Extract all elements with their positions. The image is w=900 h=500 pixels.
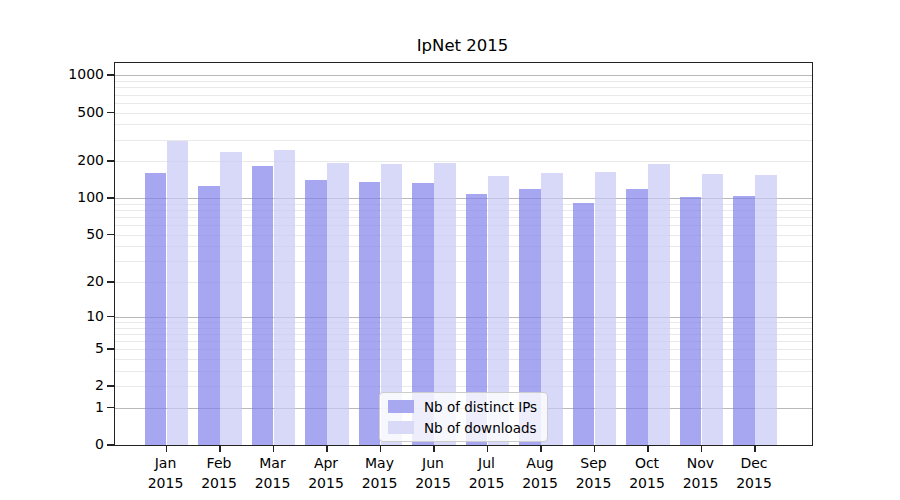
bar-downloads	[167, 141, 189, 445]
bar-distinct-ips	[198, 186, 220, 445]
x-tick-mark	[487, 445, 489, 452]
bar-distinct-ips	[252, 166, 274, 445]
bar-distinct-ips	[573, 203, 595, 446]
y-tick-mark	[107, 281, 114, 283]
plot-area: Nb of distinct IPs Nb of downloads	[114, 62, 813, 446]
x-tick-mark	[540, 445, 542, 452]
gridline-minor	[115, 95, 812, 96]
y-tick-mark	[107, 160, 114, 162]
x-tick-mark	[433, 445, 435, 452]
legend-row-downloads: Nb of downloads	[380, 420, 547, 436]
y-tick-label: 2	[4, 376, 104, 394]
gridline-minor	[115, 87, 812, 88]
legend-label-distinct-ips: Nb of distinct IPs	[424, 399, 537, 415]
y-tick-label: 1	[4, 398, 104, 416]
bar-downloads	[648, 164, 670, 445]
x-tick-mark	[219, 445, 221, 452]
gridline-minor	[115, 124, 812, 125]
bar-distinct-ips	[145, 173, 167, 445]
bar-downloads	[327, 163, 349, 445]
bar-distinct-ips	[359, 182, 381, 445]
gridline-minor	[115, 103, 812, 104]
y-tick-label: 5	[4, 339, 104, 357]
y-tick-mark	[107, 444, 114, 446]
y-tick-label: 500	[4, 103, 104, 121]
gridline-minor	[115, 113, 812, 114]
y-tick-mark	[107, 385, 114, 387]
y-tick-label: 100	[4, 188, 104, 206]
bar-distinct-ips	[733, 196, 755, 445]
y-tick-label: 50	[4, 225, 104, 243]
gridline-minor	[115, 81, 812, 82]
y-tick-mark	[107, 234, 114, 236]
bar-downloads	[595, 172, 617, 445]
x-tick-mark	[594, 445, 596, 452]
y-tick-mark	[107, 112, 114, 114]
legend-row-distinct-ips: Nb of distinct IPs	[380, 399, 547, 415]
x-tick-label: Dec 2015	[719, 453, 789, 494]
y-tick-label: 0	[4, 435, 104, 453]
y-tick-mark	[107, 407, 114, 409]
y-tick-label: 1000	[4, 65, 104, 83]
y-tick-label: 200	[4, 151, 104, 169]
x-tick-mark	[754, 445, 756, 452]
gridline-minor	[115, 140, 812, 141]
y-tick-mark	[107, 348, 114, 350]
x-tick-mark	[701, 445, 703, 452]
y-tick-mark	[107, 197, 114, 199]
y-tick-label: 20	[4, 272, 104, 290]
bar-downloads	[702, 174, 724, 445]
legend-swatch-downloads-icon	[388, 421, 414, 434]
bar-downloads	[220, 152, 242, 445]
y-tick-mark	[107, 316, 114, 318]
chart-figure: IpNet 2015 Nb of distinct IPs Nb of down…	[0, 0, 900, 500]
x-tick-mark	[380, 445, 382, 452]
legend-label-downloads: Nb of downloads	[424, 420, 537, 436]
chart-title: IpNet 2015	[114, 36, 811, 55]
bar-distinct-ips	[626, 189, 648, 445]
bar-downloads	[274, 150, 296, 445]
bar-downloads	[755, 175, 777, 445]
x-tick-mark	[326, 445, 328, 452]
legend-swatch-distinct-ips-icon	[388, 400, 414, 413]
y-tick-mark	[107, 74, 114, 76]
x-tick-mark	[166, 445, 168, 452]
bar-distinct-ips	[305, 180, 327, 445]
bar-distinct-ips	[680, 197, 702, 445]
y-tick-label: 10	[4, 307, 104, 325]
x-tick-mark	[273, 445, 275, 452]
gridline-major	[115, 75, 812, 76]
legend: Nb of distinct IPs Nb of downloads	[379, 392, 548, 442]
x-tick-mark	[647, 445, 649, 452]
